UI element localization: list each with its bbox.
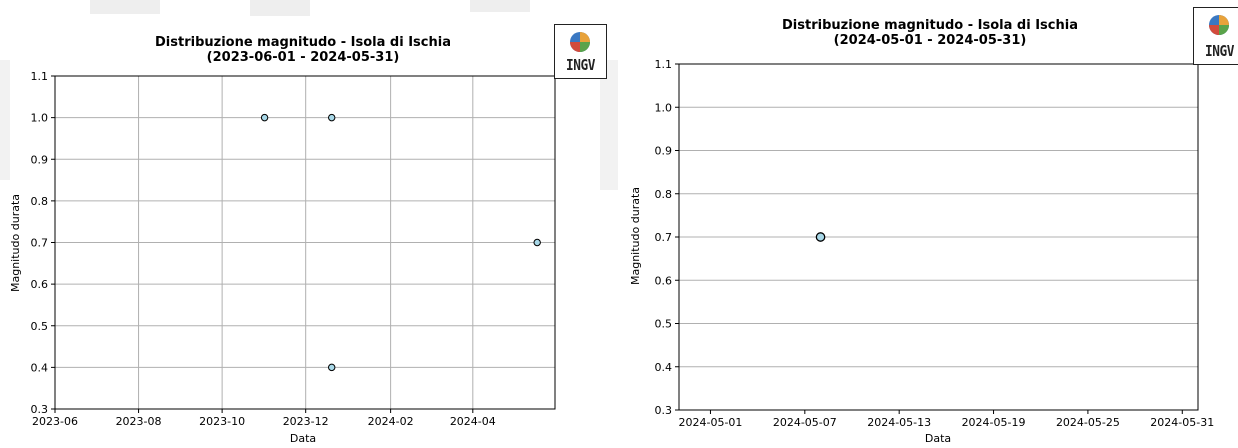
data-point: [534, 239, 540, 245]
x-tick-label: 2024-05-31: [1150, 416, 1214, 429]
y-tick-label: 1.1: [655, 58, 673, 71]
data-point: [816, 233, 824, 241]
y-tick-label: 0.9: [655, 145, 673, 158]
y-tick-label: 0.6: [655, 274, 673, 287]
x-tick-label: 2024-02: [368, 415, 414, 428]
globe-icon: [1194, 8, 1238, 42]
chart-title-line1: Distribuzione magnitudo - Isola di Ischi…: [155, 35, 451, 50]
logo-text: INGV: [1198, 42, 1238, 60]
scatter-chart-1: Distribuzione magnitudo - Isola di Ischi…: [0, 0, 612, 444]
y-tick-label: 0.7: [655, 231, 673, 244]
data-point: [329, 364, 335, 370]
y-tick-label: 0.9: [31, 153, 49, 166]
grid-lines: [55, 76, 555, 409]
x-tick-label: 2024-05-07: [773, 416, 837, 429]
x-tick-label: 2023-10: [199, 415, 245, 428]
data-points: [816, 233, 824, 241]
y-tick-label: 0.5: [655, 318, 673, 331]
axis-ticks: 0.3 0.4 0.5 0.6 0.7 0.8 0.9 1.0 1.1 2024-05-01 202…: [655, 58, 1215, 429]
x-axis-label: Data: [290, 432, 316, 444]
chart-panel-2: Distribuzione magnitudo - Isola di Ischi…: [618, 0, 1238, 444]
logo-text: INGV: [559, 56, 602, 74]
x-tick-label: 2024-04: [450, 415, 496, 428]
globe-icon: [555, 25, 606, 59]
data-point: [261, 114, 267, 120]
x-tick-label: 2023-08: [116, 415, 162, 428]
scatter-chart-2: Distribuzione magnitudo - Isola di Ischi…: [618, 0, 1238, 444]
y-tick-label: 0.7: [31, 237, 49, 250]
y-tick-label: 0.8: [31, 195, 49, 208]
x-tick-label: 2023-06: [32, 415, 78, 428]
y-tick-label: 0.8: [655, 188, 673, 201]
ingv-logo: INGV: [554, 24, 607, 79]
y-tick-label: 0.6: [31, 278, 49, 291]
ingv-logo: INGV: [1193, 7, 1238, 65]
x-tick-label: 2023-12: [283, 415, 329, 428]
y-axis-label: Magnitudo durata: [9, 194, 22, 292]
x-tick-label: 2024-05-13: [867, 416, 931, 429]
x-tick-label: 2024-05-01: [678, 416, 742, 429]
chart-title-line1: Distribuzione magnitudo - Isola di Ischi…: [782, 18, 1078, 33]
y-tick-label: 1.1: [31, 70, 49, 83]
chart-panel-1: Distribuzione magnitudo - Isola di Ischi…: [0, 0, 612, 444]
y-tick-label: 0.4: [31, 361, 49, 374]
y-tick-label: 1.0: [655, 101, 673, 114]
grid-lines: [679, 64, 1198, 410]
y-tick-label: 0.3: [655, 404, 673, 417]
x-tick-label: 2024-05-19: [962, 416, 1026, 429]
chart-title-line2: (2024-05-01 - 2024-05-31): [834, 33, 1027, 48]
chart-title-line2: (2023-06-01 - 2024-05-31): [207, 50, 400, 65]
data-point: [329, 114, 335, 120]
y-tick-label: 0.5: [31, 320, 49, 333]
y-tick-label: 0.4: [655, 361, 673, 374]
x-axis-label: Data: [925, 432, 951, 444]
y-axis-label: Magnitudo durata: [629, 187, 642, 285]
x-tick-label: 2024-05-25: [1056, 416, 1120, 429]
y-tick-label: 1.0: [31, 112, 49, 125]
